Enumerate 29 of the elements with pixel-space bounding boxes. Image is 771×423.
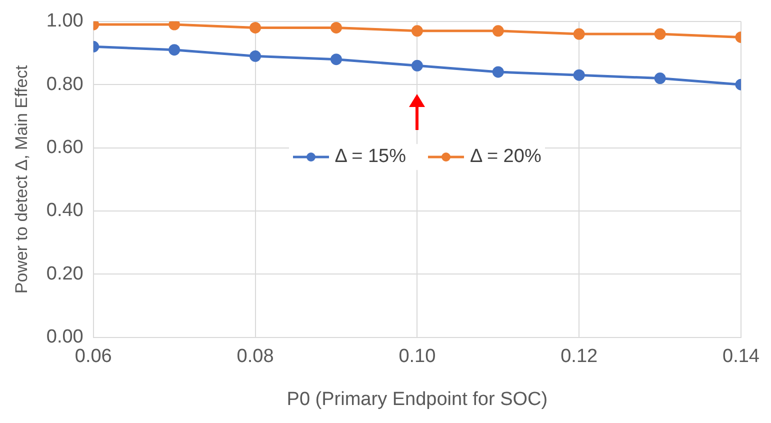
point — [573, 69, 585, 81]
point — [654, 72, 666, 84]
y-tick-label: 0.00 — [46, 326, 84, 348]
x-tick-label: 0.06 — [74, 346, 112, 368]
legend-label: Δ = 15% — [334, 146, 406, 168]
point — [654, 28, 666, 40]
y-tick-label: 0.20 — [46, 263, 84, 284]
point — [411, 60, 423, 72]
x-tick-label: 0.08 — [236, 346, 274, 368]
y-tick-label: 0.60 — [46, 137, 84, 158]
y-tick-label: 0.80 — [46, 74, 84, 95]
point — [411, 25, 423, 37]
point — [168, 21, 180, 30]
point — [492, 25, 504, 37]
point — [492, 66, 504, 78]
point — [330, 54, 342, 66]
legend-label: Δ = 20% — [470, 146, 542, 168]
y-tick-label: 0.40 — [46, 200, 84, 222]
x-tick-label: 0.10 — [398, 346, 436, 368]
x-tick-label: 0.14 — [722, 346, 760, 368]
y-axis-title: Power to detect Δ, Main Effect — [12, 64, 31, 294]
y-tick-label: 1.00 — [46, 10, 84, 32]
point — [250, 50, 262, 62]
x-axis-title: P0 (Primary Endpoint for SOC) — [286, 388, 548, 410]
point — [250, 22, 262, 34]
point — [573, 28, 585, 40]
x-tick-label: 0.12 — [560, 346, 598, 368]
point — [168, 44, 180, 56]
point — [330, 22, 342, 34]
